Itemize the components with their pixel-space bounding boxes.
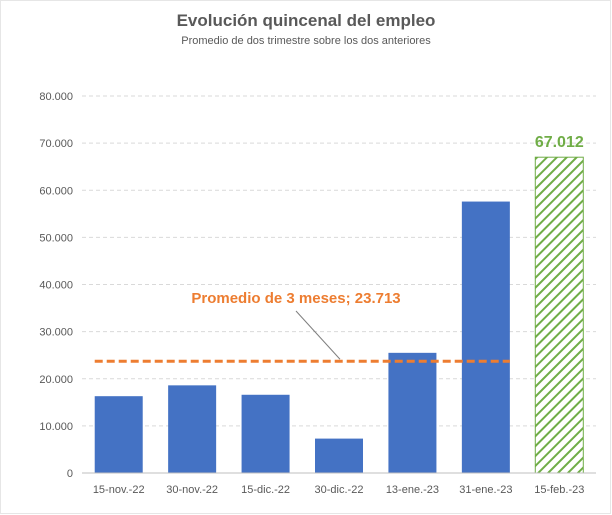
bar [241,394,290,473]
reference-leader-line [295,310,341,360]
y-tick-label: 0 [67,468,73,480]
x-tick-label: 15-feb.-23 [534,484,584,496]
x-tick-label: 15-dic.-22 [241,484,290,496]
data-label-highlight: 67.012 [535,134,584,151]
y-tick-label: 30.000 [39,327,73,339]
bar [388,352,437,473]
bar [315,438,363,473]
reference-line-label: Promedio de 3 meses; 23.713 [191,290,400,307]
y-tick-label: 10.000 [39,421,73,433]
x-tick-label: 15-nov.-22 [93,484,145,496]
y-tick-label: 80.000 [39,91,73,103]
chart-subtitle: Promedio de dos trimestre sobre los dos … [181,35,431,47]
x-tick-label: 30-dic.-22 [315,484,364,496]
bars: 67.012 [94,134,584,474]
chart-title: Evolución quincenal del empleo [176,11,436,30]
reference-line-group: Promedio de 3 meses; 23.713 [94,290,510,363]
bar-highlight [534,156,584,474]
bar [94,396,143,473]
x-tick-label: 30-nov.-22 [166,484,218,496]
gridlines [82,95,596,427]
y-tick-label: 50.000 [39,232,73,244]
y-tick-label: 60.000 [39,185,73,197]
bar [168,385,217,473]
x-axis: 15-nov.-22 30-nov.-22 15-dic.-22 30-dic.-22… [82,472,596,496]
x-tick-label: 13-ene.-23 [386,484,439,496]
y-tick-label: 20.000 [39,374,73,386]
bar [461,201,510,473]
y-tick-label: 40.000 [39,280,73,292]
y-tick-label: 70.000 [39,138,73,150]
x-tick-label: 31-ene.-23 [459,484,512,496]
y-axis: 0 10.000 20.000 30.000 40.000 50.000 60.000 70.… [39,91,73,480]
